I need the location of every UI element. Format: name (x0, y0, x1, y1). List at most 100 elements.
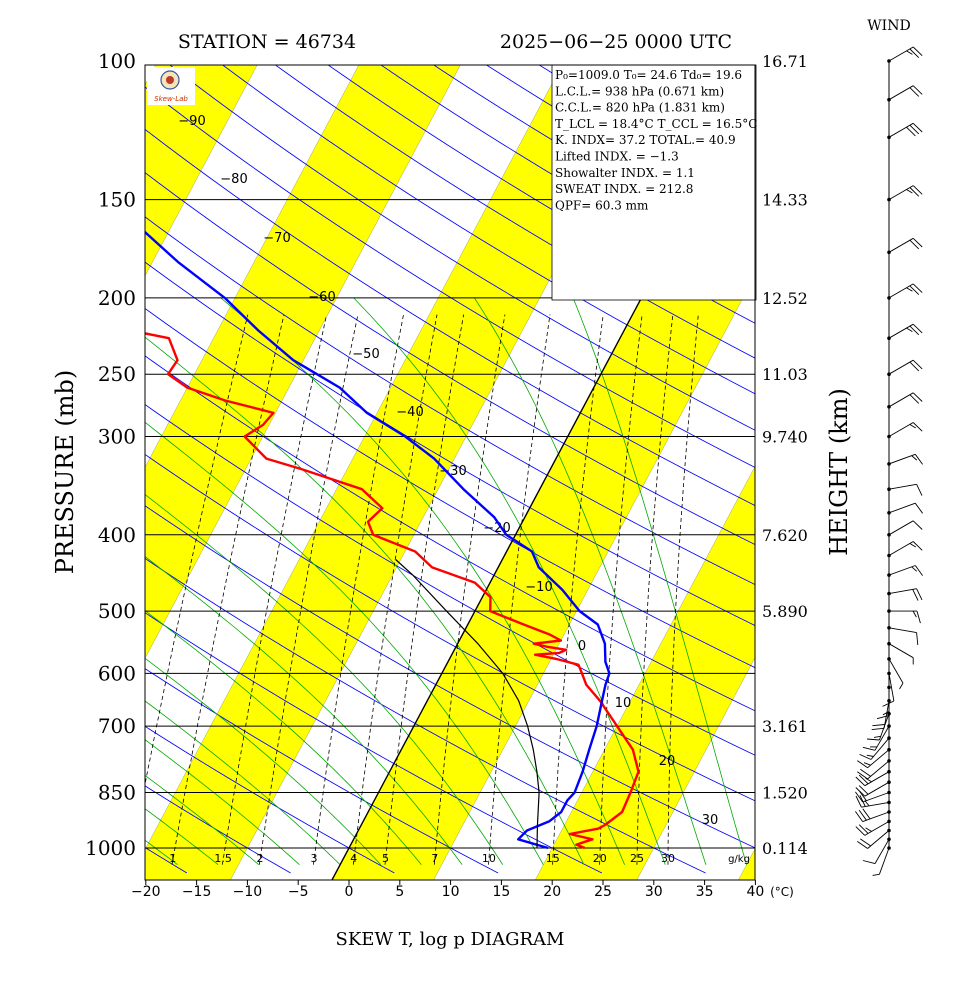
moist-adiabat (145, 657, 382, 865)
wind-barb-flag (859, 795, 866, 807)
wind-barb-staff (883, 700, 890, 729)
index-line: QPF= 60.3 mm (555, 198, 649, 212)
wind-barb (887, 541, 923, 558)
pressure-axis: 100 150 200 250 300 400 500 600 700 850 1000 (85, 49, 136, 860)
dry-adiabat (145, 668, 499, 874)
wind-barb-flag (912, 85, 923, 95)
mixing-ratio-line (313, 314, 404, 865)
moist-adiabat (145, 421, 544, 865)
wind-barb-staff (864, 771, 890, 787)
wind-barb-flag (909, 394, 920, 404)
wind-barb-flag (912, 46, 923, 57)
isotherm-line (145, 65, 461, 659)
mixing-ratio-label: 10 (482, 852, 496, 865)
wind-barb-flag (916, 484, 923, 496)
wind-barb (855, 795, 891, 808)
wind-barb-flag (909, 285, 920, 295)
pressure-tick-label: 100 (98, 49, 136, 73)
wind-barb-flag (909, 187, 920, 197)
wind-barb-flag (899, 682, 904, 690)
wind-barb-flag (876, 714, 890, 720)
wind-barb (887, 392, 923, 409)
wind-barb-staff (888, 627, 917, 634)
height-tick-label: 7.620 (762, 526, 808, 545)
isotherm-line (636, 657, 755, 880)
isotherm-line (145, 65, 258, 277)
wind-barb-flag (857, 760, 868, 769)
x-tick-label: 20 (543, 884, 561, 900)
y2-axis-label: HEIGHT (km) (825, 388, 853, 556)
pressure-tick-label: 1000 (85, 836, 136, 860)
x-tick-label: −20 (131, 884, 161, 900)
wind-barb-staff (888, 122, 914, 138)
wind-barb (855, 769, 891, 787)
wind-barb-flag (855, 795, 862, 808)
wind-barb (887, 185, 923, 202)
wind-barb-flag (911, 455, 918, 461)
wind-barb-flag (863, 762, 871, 766)
wind-barb-flag (914, 502, 923, 514)
temperature-unit: (°C) (770, 885, 794, 899)
wind-barb (887, 520, 923, 537)
dry-adiabat (145, 307, 755, 669)
moist-adiabat (145, 555, 463, 865)
wind-barb-staff (888, 392, 914, 408)
wind-barb-staff (888, 658, 904, 684)
isotherm-line (433, 274, 755, 880)
wind-barb (887, 283, 923, 300)
height-tick-label: 0.114 (762, 839, 808, 858)
wind-barb (855, 780, 891, 797)
wind-barb-flag (909, 239, 920, 250)
mixing-ratio-unit: g/kg (728, 854, 750, 865)
wind-barb (887, 85, 923, 102)
wind-barb-staff (888, 453, 916, 465)
wind-barb (887, 453, 923, 466)
dry-adiabat (145, 557, 706, 874)
wind-barb (862, 724, 891, 751)
wind-barb-flag (857, 771, 868, 780)
moist-adiabat (145, 774, 260, 866)
index-line: Lifted INDX. = −1.3 (555, 150, 679, 164)
isotherm-label: −50 (352, 347, 379, 362)
wind-barb (857, 747, 891, 769)
isotherm-label: −70 (263, 231, 290, 246)
wind-barb-staff (888, 85, 914, 101)
skewt-logo: Skew-Lab (147, 67, 195, 105)
wind-barb-flag (865, 777, 872, 783)
isotherm-label: −40 (396, 405, 423, 420)
wind-barb-flag (862, 746, 876, 751)
wind-barb-flag (912, 122, 923, 133)
moist-adiabat (220, 297, 625, 865)
isotherm-label: 20 (659, 754, 676, 769)
pressure-tick-label: 150 (98, 188, 136, 212)
indices-text: P₀=1009.0 T₀= 24.6 Td₀= 19.6 L.C.L.= 938 … (555, 68, 757, 212)
wind-barb-flag (912, 520, 923, 530)
wind-barb-staff (888, 541, 914, 556)
wind-barb (887, 122, 923, 140)
wind-barb-flag (914, 454, 923, 465)
wind-profile (855, 46, 923, 876)
wind-barb-flag (912, 589, 919, 601)
wind-barb-staff (878, 847, 890, 875)
wind-barb-flag (909, 543, 917, 548)
wind-barb-staff (888, 565, 916, 576)
dry-adiabat (145, 725, 395, 874)
wind-barb-staff (888, 185, 914, 200)
wind-barb-staff (867, 830, 890, 849)
mixing-ratio-label: 30 (661, 852, 675, 865)
mixing-ratio-label: 5 (382, 852, 389, 865)
isotherm-label: −60 (308, 290, 335, 305)
isotherm-band (145, 65, 664, 880)
dewpoint-trace (145, 230, 611, 850)
wind-barb-staff (874, 725, 890, 751)
wind-barb-flag (912, 392, 923, 402)
x-tick-label: −10 (233, 884, 263, 900)
isotherm-band (145, 65, 461, 659)
pressure-tick-label: 500 (98, 599, 136, 623)
wind-barb (887, 502, 923, 515)
x-tick-label: 15 (492, 884, 510, 900)
dry-adiabat (145, 505, 755, 849)
wind-barb-staff (888, 323, 914, 339)
isotherm-line (840, 65, 960, 880)
